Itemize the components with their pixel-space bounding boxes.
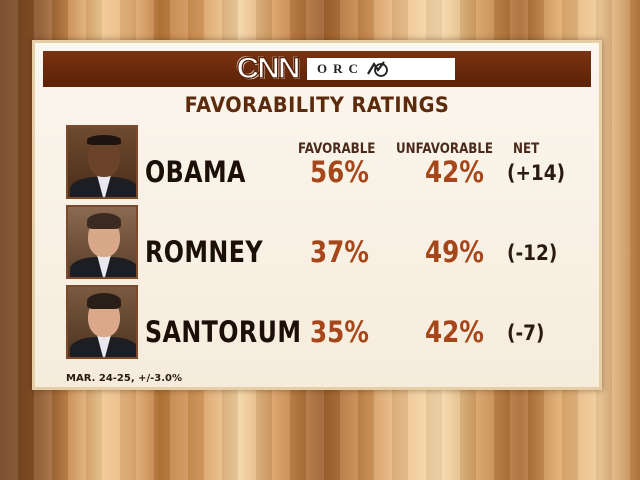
romney-portrait-icon [66, 205, 138, 279]
column-header-unfavorable: UNFAVORABLE [396, 141, 494, 157]
poll-footnote: MAR. 24-25, +/-3.0% [66, 373, 183, 384]
candidate-name: OBAMA [145, 155, 246, 189]
logo-banner: CNN ORC [43, 51, 591, 87]
favorable-value: 35% [310, 315, 370, 349]
table-row: ROMNEY 37% 49% (-12) [35, 205, 599, 281]
orc-emblem-icon [366, 61, 388, 77]
chart-title: FAVORABILITY RATINGS [184, 93, 450, 117]
candidate-name: ROMNEY [145, 235, 264, 269]
unfavorable-value: 49% [425, 235, 485, 269]
net-value: (-12) [507, 241, 558, 265]
favorable-value: 37% [310, 235, 370, 269]
table-row: SANTORUM 35% 42% (-7) [35, 285, 599, 361]
unfavorable-value: 42% [425, 155, 485, 189]
column-header-favorable: FAVORABLE [298, 141, 376, 157]
obama-portrait-icon [66, 125, 138, 199]
orc-logo-text: ORC [317, 61, 364, 76]
cnn-logo: CNN [236, 52, 302, 85]
ratings-panel: CNN ORC FAVORABILITY RATINGS FAVORABLE U… [32, 40, 602, 390]
net-value: (+14) [507, 161, 566, 185]
unfavorable-value: 42% [425, 315, 485, 349]
logo-group: CNN ORC [236, 52, 455, 85]
table-row: OBAMA 56% 42% (+14) [35, 125, 599, 201]
favorable-value: 56% [310, 155, 370, 189]
candidate-name: SANTORUM [145, 315, 302, 349]
orc-logo: ORC [307, 58, 455, 80]
santorum-portrait-icon [66, 285, 138, 359]
column-header-net: NET [513, 141, 540, 157]
net-value: (-7) [507, 321, 545, 345]
